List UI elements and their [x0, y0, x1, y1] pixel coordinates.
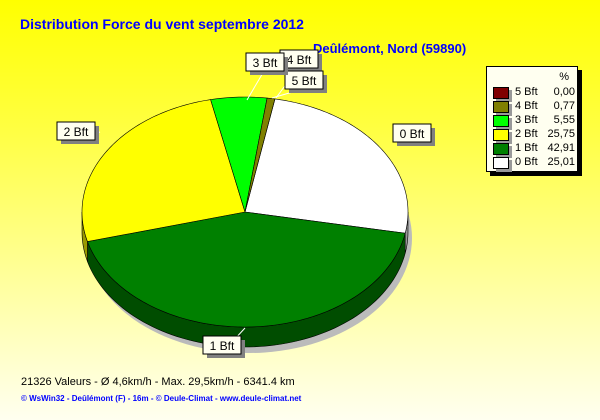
legend-swatch	[493, 101, 509, 113]
legend: % 5 Bft 0,00 4 Bft 0,77 3 Bft 5,55 2 Bft 25,75 1…	[486, 66, 578, 172]
slice-label: 3 Bft	[253, 56, 278, 70]
stats-line: 21326 Valeurs - Ø 4,6km/h - Max. 29,5km/…	[21, 376, 295, 388]
pie-slice-4-bft[interactable]	[244, 97, 276, 213]
slice-label: 1 Bft	[210, 339, 235, 353]
pie-slice-1-bft[interactable]	[87, 211, 406, 328]
legend-value: 25,01	[547, 156, 575, 168]
legend-label: 1 Bft	[515, 142, 538, 154]
slice-label: 0 Bft	[400, 127, 425, 141]
legend-item: 2 Bft 25,75	[493, 128, 575, 142]
legend-label: 3 Bft	[515, 114, 538, 126]
legend-item: 0 Bft 25,01	[493, 156, 575, 170]
chart-subtitle: Deûlémont, Nord (59890)	[313, 41, 467, 56]
pie-slice-2-bft[interactable]	[81, 99, 246, 242]
legend-value: 0,00	[553, 86, 575, 98]
legend-label: 5 Bft	[515, 86, 538, 98]
slice-label: 4 Bft	[287, 53, 312, 67]
legend-header: %	[559, 71, 569, 83]
legend-swatch	[493, 87, 509, 99]
legend-item: 4 Bft 0,77	[493, 100, 575, 114]
legend-swatch	[493, 129, 509, 141]
legend-label: 4 Bft	[515, 100, 538, 112]
legend-item: 3 Bft 5,55	[493, 114, 575, 128]
label-box	[56, 121, 96, 141]
label-box	[202, 335, 242, 355]
legend-value: 0,77	[553, 100, 575, 112]
label-box	[392, 123, 432, 143]
legend-item: 1 Bft 42,91	[493, 142, 575, 156]
legend-swatch	[493, 115, 509, 127]
slice-label: 2 Bft	[64, 125, 89, 139]
slice-label: 5 Bft	[292, 74, 317, 88]
chart-title: Distribution Force du vent septembre 201…	[20, 16, 304, 32]
legend-label: 0 Bft	[515, 156, 538, 168]
pie-slice-3-bft[interactable]	[210, 96, 268, 213]
legend-label: 2 Bft	[515, 128, 538, 140]
label-box	[245, 52, 285, 72]
footer-credits: © WsWin32 - Deûlémont (F) - 16m - © Deul…	[21, 394, 302, 403]
legend-swatch	[493, 143, 509, 155]
legend-item: 5 Bft 0,00	[493, 86, 575, 100]
label-box	[284, 70, 324, 90]
legend-swatch	[493, 157, 509, 169]
legend-value: 25,75	[547, 128, 575, 140]
pie-slice-0-bft[interactable]	[244, 98, 409, 234]
label-leader-line	[246, 70, 265, 101]
legend-value: 5,55	[553, 114, 575, 126]
legend-value: 42,91	[547, 142, 575, 154]
